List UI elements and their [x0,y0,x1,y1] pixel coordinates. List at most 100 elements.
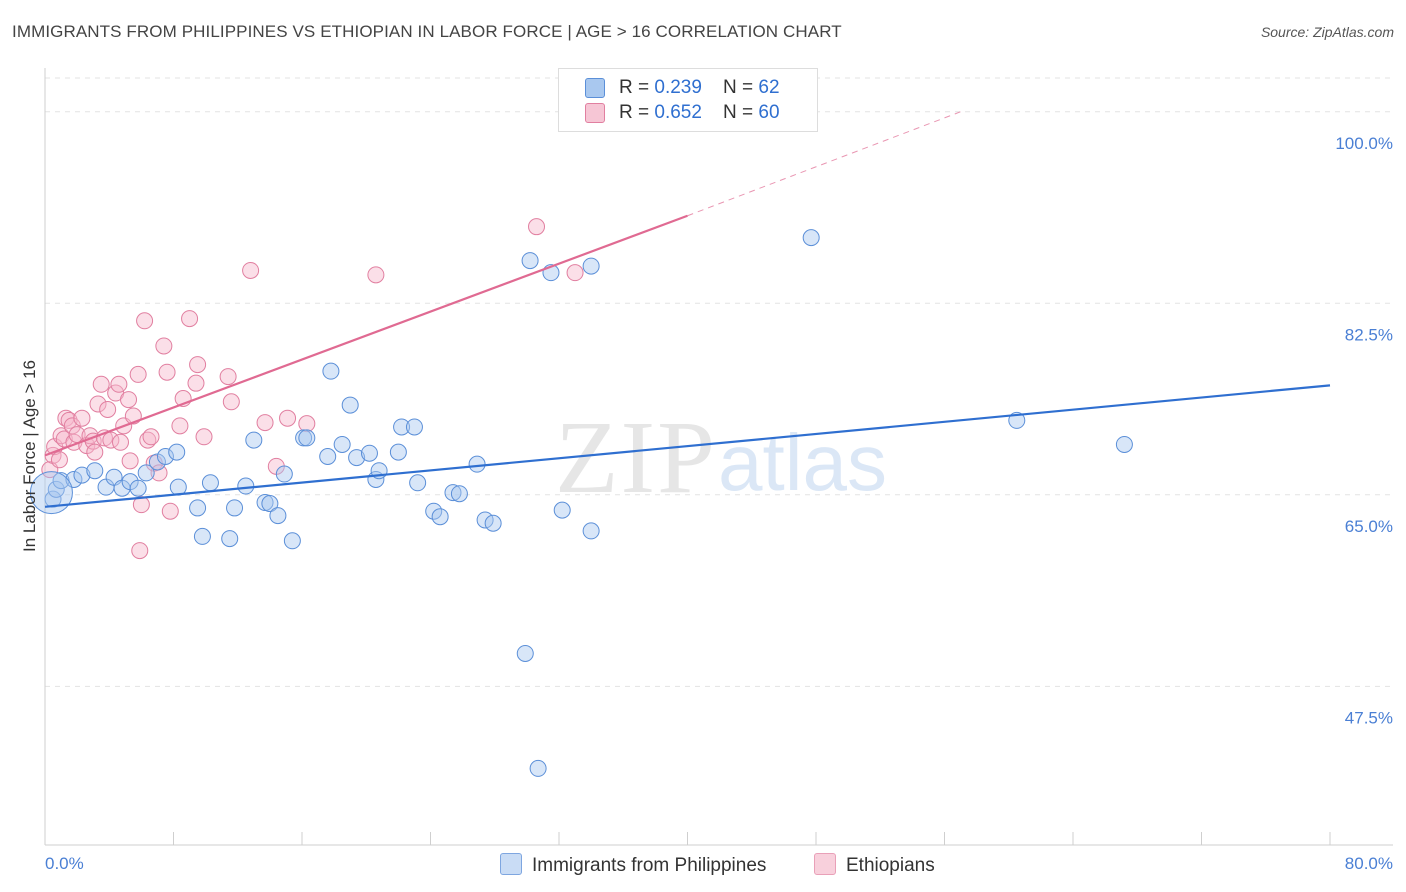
legend-r-label: R = [619,102,655,123]
trend-line-extension [687,111,961,217]
legend-r-value: 0.239 [654,77,702,98]
data-point [256,414,274,432]
data-point [221,530,239,548]
gridlines [45,77,1393,687]
data-point [450,485,468,503]
legend-text: R = 0.652 N = 60 [619,102,780,124]
data-point [189,356,207,374]
y-tick-label: 82.5% [1345,325,1393,344]
x-ticks: 0.0% 80.0% [44,832,1393,873]
data-point [393,418,411,436]
data-point [516,644,534,662]
legend-n-value: 60 [758,102,780,123]
data-point [150,464,168,482]
data-point [261,495,279,513]
data-point [529,759,547,777]
data-point [322,362,340,380]
series-ethiopians-points [41,218,584,560]
data-point [468,455,486,473]
data-point [155,337,173,355]
data-point [73,409,91,427]
bottom-legend-philippines: Immigrants from Philippines [500,853,766,877]
data-point [195,428,213,446]
trend-lines [44,111,1331,508]
data-point [389,443,407,461]
legend-r-value: 0.652 [654,102,702,123]
legend-r-label: R = [619,77,655,98]
trend-line [44,384,1331,508]
legend-n-label: N = [723,77,759,98]
data-point [131,542,149,560]
data-point [219,368,237,386]
data-point [47,480,65,498]
data-point [158,363,176,381]
data-point [129,365,147,383]
watermark-zip: ZIP [555,400,717,515]
data-point [73,466,91,484]
data-point [120,391,138,409]
data-point [201,474,219,492]
data-point [110,375,128,393]
data-point [348,449,366,467]
data-point [431,508,449,526]
data-point [484,514,502,532]
data-point [409,474,427,492]
x-tick-label: 0.0% [45,854,84,873]
y-tick-label: 100.0% [1335,134,1393,153]
source-credit: Source: ZipAtlas.com [1260,24,1394,40]
data-point [137,464,155,482]
data-point [269,507,287,525]
data-point [528,218,546,236]
data-point [360,444,378,462]
data-point [582,257,600,275]
bottom-legend-swatch-pink [814,853,836,875]
legend: R = 0.239 N = 62 R = 0.652 N = 60 [558,68,818,132]
watermark-atlas: atlas [718,418,887,507]
bottom-legend-ethiopians: Ethiopians [814,853,935,877]
data-point [99,400,117,418]
legend-n-value: 62 [758,77,780,98]
data-point [92,375,110,393]
data-point [222,393,240,411]
y-tick-label: 47.5% [1345,708,1393,727]
data-point [242,261,260,279]
data-point [521,252,539,270]
chart-title: IMMIGRANTS FROM PHILIPPINES VS ETHIOPIAN… [12,22,842,41]
data-point [168,443,186,461]
bottom-legend-label: Immigrants from Philippines [532,855,767,876]
x-tick-label: 80.0% [1345,854,1393,873]
data-point [1115,435,1133,453]
data-point [60,411,78,429]
data-point [275,465,293,483]
bottom-legend-label: Ethiopians [846,855,935,876]
data-point [341,396,359,414]
data-point [298,415,316,433]
data-point [89,395,107,413]
data-point [86,462,104,480]
legend-text: R = 0.239 N = 62 [619,77,780,99]
legend-swatch-pink [585,103,605,123]
y-ticks: 47.5% 65.0% 82.5% 100.0% [1335,134,1393,728]
data-point [333,435,351,453]
data-point [171,417,189,435]
data-point [139,431,157,449]
trend-line [44,214,688,457]
data-point [156,448,174,465]
y-tick-label: 65.0% [1345,517,1393,536]
data-point-large [29,471,73,515]
data-point [245,431,263,449]
data-point [50,451,68,469]
data-point [283,532,301,550]
data-point [279,409,297,427]
y-axis-title: In Labor Force | Age > 16 [20,360,39,552]
legend-swatch-blue [585,78,605,98]
data-point [55,430,73,448]
data-point [136,312,154,330]
data-point [111,433,129,451]
data-point [444,484,462,502]
data-point [193,527,211,545]
data-point [298,429,316,447]
data-point [129,479,147,497]
data-point [161,502,179,520]
